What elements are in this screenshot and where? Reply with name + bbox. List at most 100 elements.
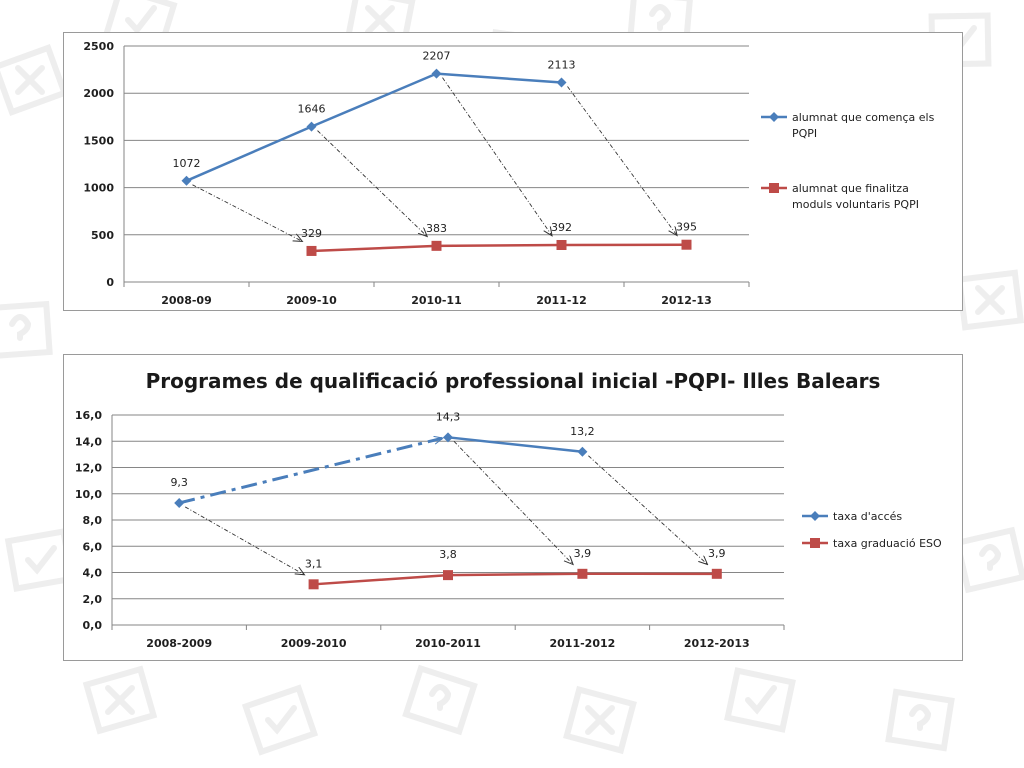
data-point [431, 240, 442, 251]
doodle-cross-icon [585, 705, 615, 735]
dotted-transition-arrow [184, 506, 303, 574]
y-tick-label: 2000 [83, 87, 114, 100]
doodle-question-icon [9, 314, 32, 341]
dotted-transition-arrow [453, 440, 572, 564]
x-tick-label: 2009-2010 [281, 637, 347, 650]
chart-pqpi-rates-plot: 0,0 2,0 4,0 6,0 8,0 10,0 12,0 14,0 16,0 2008-2009… [75, 409, 942, 650]
doodle-box [724, 667, 796, 733]
dotted-transition-arrow [317, 130, 427, 236]
data-point [431, 68, 442, 79]
x-tick-label: 2011-2012 [550, 637, 616, 650]
series-line-0 [447, 436, 583, 453]
y-tick-label: 8,0 [83, 514, 103, 527]
legend-label: taxa d'accés [833, 510, 902, 523]
data-label: 395 [676, 221, 697, 234]
data-point [306, 121, 317, 132]
data-label: 3,9 [574, 547, 592, 560]
chart-title: Programes de qualificació professional i… [145, 369, 881, 393]
data-point [711, 568, 722, 579]
dotted-transition-arrow [192, 184, 302, 241]
doodle-question-icon [649, 4, 672, 31]
doodle-check-icon [745, 685, 777, 715]
doodle-box [402, 664, 478, 736]
data-label: 3,9 [708, 547, 726, 560]
doodle-box [563, 685, 637, 755]
chart-pqpi-rates: Programes de qualificació professional i… [63, 354, 963, 661]
doodle-cross-icon [15, 65, 45, 95]
data-label: 3,8 [439, 548, 457, 561]
doodle-box [82, 665, 158, 735]
legend-label: moduls voluntaris PQPI [792, 198, 919, 211]
y-tick-label: 2500 [83, 40, 114, 53]
doodle-box [885, 688, 955, 752]
legend-label: taxa graduació ESO [833, 537, 942, 550]
doodle-question-icon [979, 544, 1002, 571]
data-point [308, 579, 319, 590]
x-tick-label: 2008-2009 [146, 637, 212, 650]
doodle-question-icon [429, 684, 452, 711]
doodle-cross-icon [975, 285, 1005, 315]
legend-label: PQPI [792, 127, 817, 140]
data-label: 2113 [548, 59, 576, 72]
data-point [577, 446, 588, 457]
data-point [577, 568, 588, 579]
y-tick-label: 14,0 [75, 435, 102, 448]
doodle-cross-icon [365, 5, 395, 35]
dotted-transition-arrow [567, 86, 677, 235]
y-tick-label: 500 [91, 229, 114, 242]
y-tick-label: 1500 [83, 134, 114, 147]
doodle-box [241, 684, 319, 756]
data-label: 14,3 [436, 410, 461, 423]
data-point [443, 432, 453, 443]
data-point [443, 570, 453, 581]
x-tick-label: 2010-11 [411, 294, 462, 307]
y-tick-label: 2,0 [83, 593, 103, 606]
data-point [681, 239, 692, 250]
data-point [556, 77, 567, 88]
legend-marker [769, 183, 779, 193]
x-tick-label: 2011-12 [536, 294, 587, 307]
x-tick-label: 2012-13 [661, 294, 712, 307]
chart-pqpi-students-plot: 0 500 1000 1500 2000 2500 2008-09 2009-10 2010-1… [83, 40, 935, 307]
data-point [174, 497, 185, 508]
y-tick-label: 12,0 [75, 462, 102, 475]
dotted-transition-arrow [588, 455, 706, 564]
chart-pqpi-students: 0 500 1000 1500 2000 2500 2008-09 2009-10 2010-1… [63, 32, 963, 311]
legend-marker [810, 511, 820, 521]
doodle-box [953, 526, 1024, 594]
doodle-box [0, 300, 53, 360]
data-label: 1646 [298, 103, 326, 116]
dotted-transition-arrow [442, 77, 552, 235]
legend-marker [769, 112, 779, 122]
y-tick-label: 1000 [83, 182, 114, 195]
dashdot-trend-arrow [178, 438, 442, 505]
y-tick-label: 4,0 [83, 567, 103, 580]
y-tick-label: 0,0 [83, 619, 103, 632]
data-label: 329 [301, 227, 322, 240]
data-label: 9,3 [170, 476, 188, 489]
series-line-0 [186, 72, 562, 182]
data-point [556, 239, 567, 250]
data-label: 3,1 [305, 557, 323, 570]
series-line-1 [311, 243, 687, 253]
series-line-1 [313, 572, 717, 586]
data-label: 383 [426, 222, 447, 235]
doodle-box [0, 44, 69, 116]
doodle-check-icon [265, 705, 297, 735]
data-label: 13,2 [570, 425, 595, 438]
legend-marker [810, 538, 820, 548]
data-label: 392 [551, 221, 572, 234]
legend-label: alumnat que comença els [792, 111, 935, 124]
doodle-check-icon [25, 545, 57, 575]
doodle-check-icon [125, 5, 157, 35]
x-tick-label: 2008-09 [161, 294, 212, 307]
y-tick-label: 0 [106, 276, 114, 289]
x-tick-label: 2012-2013 [684, 637, 750, 650]
data-label: 2207 [423, 50, 451, 63]
x-tick-label: 2010-2011 [415, 637, 481, 650]
y-tick-label: 10,0 [75, 488, 102, 501]
data-point [306, 245, 317, 256]
data-label: 1072 [173, 157, 201, 170]
data-point [181, 175, 192, 186]
legend-label: alumnat que finalitza [792, 182, 909, 195]
